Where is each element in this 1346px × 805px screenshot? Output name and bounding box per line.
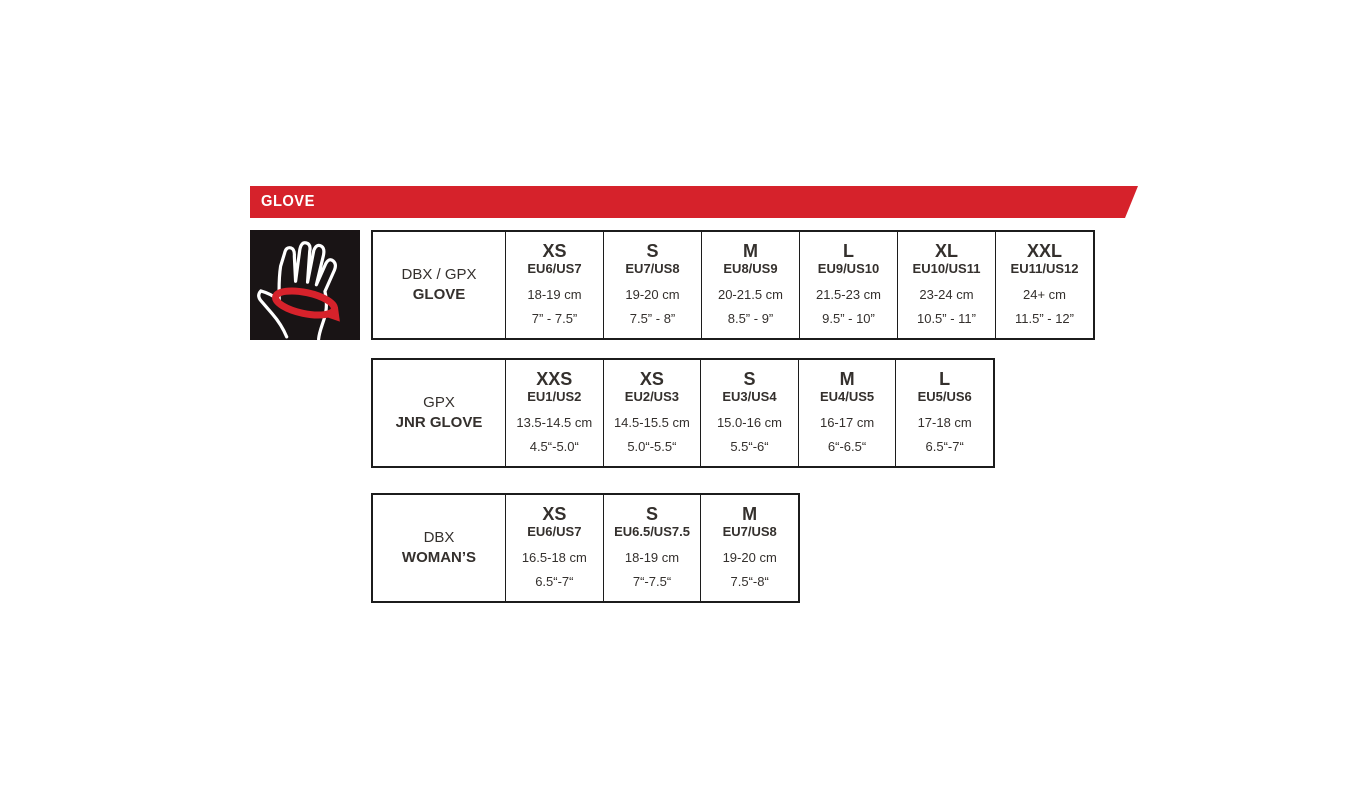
size-cm-range: 14.5-15.5 cm — [613, 415, 690, 430]
size-eu-us: EU10/US11 — [912, 261, 981, 276]
size-eu-us: EU6/US7 — [527, 524, 582, 539]
size-column-m: M EU7/US8 19-20 cm 7.5“-8“ — [700, 495, 798, 601]
table-label-cell: GPX JNR GLOVE — [373, 360, 505, 466]
table-dbx-gpx-glove: DBX / GPX GLOVE XS EU6/US7 18-19 cm 7” - 7.5”… — [371, 230, 1095, 340]
size-column-xxs: XXS EU1/US2 13.5-14.5 cm 4.5“-5.0“ — [505, 360, 603, 466]
size-eu-us: EU4/US5 — [819, 389, 875, 404]
size-name: S — [646, 241, 659, 261]
size-cm-range: 18-19 cm — [624, 550, 680, 565]
size-eu-us: EU7/US8 — [722, 524, 777, 539]
size-cm-range: 19-20 cm — [722, 550, 777, 565]
measuring-band-icon — [272, 287, 340, 322]
size-cm-range: 24+ cm — [1023, 287, 1066, 302]
size-column-m: M EU8/US9 20-21.5 cm 8.5” - 9” — [701, 232, 799, 338]
size-name: XXS — [536, 369, 573, 389]
glove-section-title: GLOVE — [261, 193, 315, 210]
size-inch-range: 4.5“-5.0“ — [529, 439, 579, 454]
table-label-line1: GPX — [423, 394, 455, 411]
table-label-line2: WOMAN’S — [401, 548, 477, 566]
table-gpx-jnr-glove: GPX JNR GLOVE XXS EU1/US2 13.5-14.5 cm 4.5“-5… — [371, 358, 995, 468]
size-name: XS — [542, 504, 567, 524]
size-inch-range: 9.5” - 10” — [822, 311, 875, 326]
size-inch-range: 5.0“-5.5“ — [627, 439, 677, 454]
size-cm-range: 18-19 cm — [527, 287, 582, 302]
size-column-m: M EU4/US5 16-17 cm 6“-6.5“ — [797, 360, 896, 466]
table-label-line2: JNR GLOVE — [395, 413, 483, 431]
size-name: XXL — [1026, 241, 1062, 261]
table-label-line1: DBX / GPX — [401, 266, 477, 283]
hand-measurement-icon — [250, 230, 360, 341]
size-inch-range: 7.5” - 8” — [629, 311, 676, 326]
size-column-s: S EU3/US4 15.0-16 cm 5.5“-6“ — [700, 360, 798, 466]
table-label-line1: DBX — [423, 529, 455, 546]
size-name: M — [743, 241, 758, 261]
size-name: S — [646, 504, 659, 524]
size-column-l: L EU5/US6 17-18 cm 6.5“-7“ — [895, 360, 993, 466]
size-name: M — [839, 369, 855, 389]
size-cm-range: 15.0-16 cm — [716, 415, 782, 430]
size-eu-us: EU7/US8 — [625, 261, 680, 276]
size-cm-range: 13.5-14.5 cm — [516, 415, 593, 430]
table-label-cell: DBX / GPX GLOVE — [373, 232, 505, 338]
hand-outline-graphic — [257, 241, 340, 341]
size-name: M — [742, 504, 758, 524]
size-name: L — [939, 369, 951, 389]
size-cm-range: 16.5-18 cm — [521, 550, 587, 565]
size-eu-us: EU1/US2 — [527, 389, 582, 404]
size-eu-us: EU5/US6 — [917, 389, 972, 404]
size-cm-range: 23-24 cm — [919, 287, 974, 302]
size-name: L — [843, 241, 854, 261]
size-column-xxl: XXL EU11/US12 24+ cm 11.5” - 12” — [995, 232, 1093, 338]
size-inch-range: 7” - 7.5” — [531, 311, 578, 326]
size-inch-range: 6.5“-7“ — [925, 439, 964, 454]
table-label-line2: GLOVE — [412, 285, 466, 303]
size-inch-range: 7.5“-8“ — [730, 574, 769, 589]
size-name: S — [743, 369, 756, 389]
size-column-s: S EU7/US8 19-20 cm 7.5” - 8” — [603, 232, 701, 338]
size-name: XS — [639, 369, 664, 389]
size-column-s: S EU6.5/US7.5 18-19 cm 7“-7.5“ — [602, 495, 701, 601]
size-column-xs: XS EU6/US7 16.5-18 cm 6.5“-7“ — [505, 495, 603, 601]
size-column-xl: XL EU10/US11 23-24 cm 10.5” - 11” — [897, 232, 995, 338]
size-cm-range: 21.5-23 cm — [815, 287, 882, 302]
size-column-l: L EU9/US10 21.5-23 cm 9.5” - 10” — [799, 232, 897, 338]
size-inch-range: 5.5“-6“ — [730, 439, 769, 454]
size-eu-us: EU3/US4 — [722, 389, 777, 404]
size-column-xs: XS EU2/US3 14.5-15.5 cm 5.0“-5.5“ — [602, 360, 701, 466]
glove-section-banner: GLOVE — [250, 186, 1138, 218]
size-inch-range: 6“-6.5“ — [827, 439, 867, 454]
size-eu-us: EU9/US10 — [817, 261, 880, 276]
size-cm-range: 20-21.5 cm — [717, 287, 784, 302]
size-cm-range: 19-20 cm — [625, 287, 680, 302]
size-eu-us: EU11/US12 — [1010, 261, 1079, 276]
size-inch-range: 8.5” - 9” — [727, 311, 774, 326]
table-dbx-womans: DBX WOMAN’S XS EU6/US7 16.5-18 cm 6.5“-7“ S EU6… — [371, 493, 800, 603]
size-inch-range: 7“-7.5“ — [632, 574, 672, 589]
size-eu-us: EU6/US7 — [527, 261, 582, 276]
size-inch-range: 11.5” - 12” — [1014, 311, 1074, 326]
size-column-xs: XS EU6/US7 18-19 cm 7” - 7.5” — [505, 232, 603, 338]
size-inch-range: 6.5“-7“ — [535, 574, 574, 589]
table-label-cell: DBX WOMAN’S — [373, 495, 505, 601]
size-inch-range: 10.5” - 11” — [916, 311, 976, 326]
size-name: XS — [542, 241, 567, 261]
size-eu-us: EU2/US3 — [624, 389, 679, 404]
size-eu-us: EU8/US9 — [723, 261, 778, 276]
size-cm-range: 16-17 cm — [819, 415, 875, 430]
size-eu-us: EU6.5/US7.5 — [614, 524, 690, 539]
size-cm-range: 17-18 cm — [917, 415, 972, 430]
size-name: XL — [934, 241, 958, 261]
